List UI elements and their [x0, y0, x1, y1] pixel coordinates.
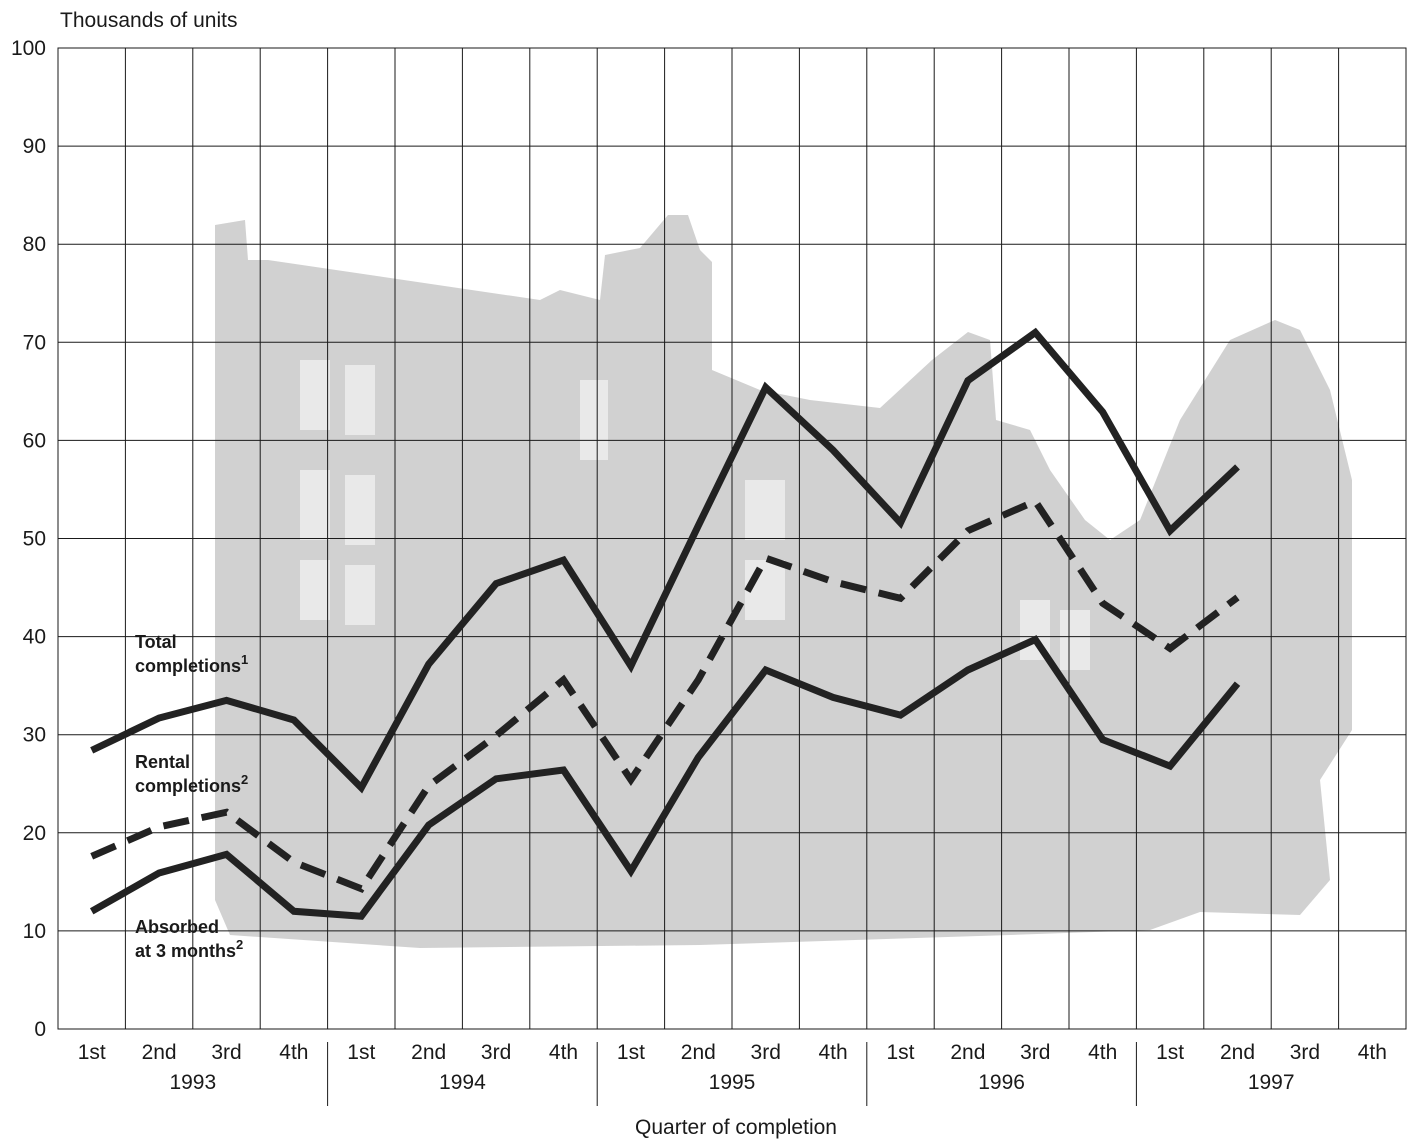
x-tick-label: 3rd: [1020, 1041, 1050, 1064]
x-tick-label: 3rd: [751, 1041, 781, 1064]
x-year-label: 1996: [978, 1071, 1025, 1094]
x-tick-label: 1st: [1156, 1041, 1184, 1064]
x-tick-label: 2nd: [142, 1041, 177, 1064]
x-tick-label: 1st: [617, 1041, 645, 1064]
x-tick-label: 3rd: [1290, 1041, 1320, 1064]
series-line-1: [90, 327, 1240, 794]
x-year-label: 1997: [1248, 1071, 1295, 1094]
x-tick-label: 2nd: [950, 1041, 985, 1064]
y-tick-label: 70: [23, 331, 46, 354]
y-tick-label: 10: [23, 920, 46, 943]
y-tick-label: 60: [23, 429, 46, 452]
x-tick-label: 4th: [1088, 1041, 1117, 1064]
x-tick-label: 3rd: [211, 1041, 241, 1064]
x-tick-label: 1st: [78, 1041, 106, 1064]
x-tick-label: 2nd: [681, 1041, 716, 1064]
x-tick-label: 3rd: [481, 1041, 511, 1064]
series-labels: Total completions1 Rental completions2 Absor…: [135, 632, 248, 961]
series-lines: [89, 327, 1241, 920]
y-tick-label: 0: [34, 1018, 46, 1041]
y-axis-label: Thousands of units: [60, 9, 237, 32]
y-tick-label: 30: [23, 724, 46, 747]
background-illustration: [215, 215, 1352, 948]
series-line-2: [90, 496, 1240, 893]
x-axis-label: Quarter of completion: [635, 1116, 837, 1139]
series-label-1: Total completions1: [135, 632, 248, 676]
y-tick-label: 80: [23, 233, 46, 256]
x-year-label: 1993: [169, 1071, 216, 1094]
y-tick-label: 90: [23, 135, 46, 158]
x-tick-label: 1st: [886, 1041, 914, 1064]
y-tick-label: 40: [23, 626, 46, 649]
x-tick-label: 4th: [1358, 1041, 1387, 1064]
x-tick-label: 2nd: [411, 1041, 446, 1064]
x-tick-label: 4th: [818, 1041, 847, 1064]
y-axis-ticks: 0 10 20 30 40 50 60 70 80 90 100: [11, 37, 46, 1041]
x-tick-label: 1st: [347, 1041, 375, 1064]
x-tick-label: 2nd: [1220, 1041, 1255, 1064]
x-year-label: 1994: [439, 1071, 486, 1094]
x-tick-label: 4th: [549, 1041, 578, 1064]
x-year-label: 1995: [709, 1071, 756, 1094]
y-tick-label: 100: [11, 37, 46, 60]
y-tick-label: 20: [23, 822, 46, 845]
series-label-3: Absorbed at 3 months2: [135, 917, 243, 961]
x-axis-ticks: 1st 2nd 3rd 4th 1st 2nd 3rd 4th 1st 2nd 3rd 4th 1st 2…: [78, 1041, 1387, 1106]
y-tick-label: 50: [23, 528, 46, 551]
x-tick-label: 4th: [279, 1041, 308, 1064]
series-line-3: [89, 635, 1241, 920]
gridlines: [57, 47, 1407, 1030]
series-label-2: Rental completions2: [135, 752, 248, 796]
